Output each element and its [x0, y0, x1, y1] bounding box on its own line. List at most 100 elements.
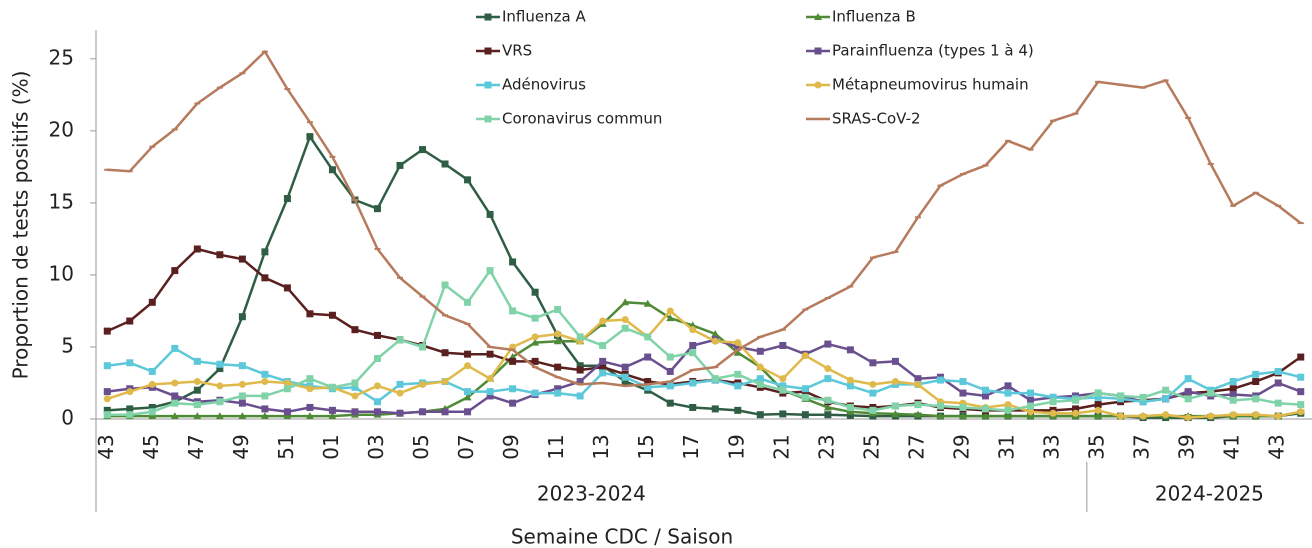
marker — [1094, 412, 1103, 420]
x-tick-label: 13 — [589, 434, 613, 459]
x-tick-label: 15 — [634, 434, 658, 459]
marker — [193, 357, 201, 365]
marker — [959, 403, 967, 411]
marker — [599, 357, 607, 365]
marker — [599, 317, 607, 325]
marker — [171, 379, 179, 387]
marker — [260, 412, 269, 420]
marker — [351, 383, 359, 391]
marker — [216, 360, 224, 368]
marker — [576, 378, 584, 386]
marker — [373, 331, 381, 339]
y-tick-label: 20 — [49, 117, 74, 141]
marker — [733, 348, 742, 356]
marker — [1184, 395, 1192, 403]
marker — [103, 406, 111, 414]
marker — [261, 274, 269, 282]
marker — [644, 333, 652, 341]
marker — [1184, 388, 1192, 396]
marker — [891, 378, 899, 386]
marker — [936, 412, 945, 420]
marker — [643, 299, 652, 307]
marker — [1274, 367, 1282, 375]
marker — [1207, 389, 1215, 397]
marker — [126, 388, 134, 396]
marker — [689, 403, 697, 411]
marker — [779, 410, 787, 418]
marker — [666, 399, 674, 407]
marker — [1229, 396, 1237, 404]
marker — [103, 411, 111, 419]
marker — [666, 307, 674, 315]
marker — [1274, 412, 1282, 420]
marker — [756, 380, 764, 388]
marker — [824, 365, 832, 373]
marker — [463, 393, 472, 401]
x-tick-label: 17 — [679, 434, 703, 459]
marker — [824, 375, 832, 383]
marker — [373, 354, 381, 362]
marker — [171, 399, 179, 407]
marker — [1004, 382, 1012, 390]
marker — [554, 306, 562, 314]
marker — [1162, 395, 1170, 403]
marker — [509, 307, 517, 315]
marker — [734, 370, 742, 378]
marker — [869, 359, 877, 367]
marker — [1229, 378, 1237, 386]
marker — [261, 370, 269, 378]
y-tick-label: 10 — [49, 261, 74, 285]
marker — [1297, 401, 1305, 409]
marker — [1229, 385, 1237, 393]
marker — [644, 378, 652, 386]
x-tick-label: 23 — [814, 434, 838, 459]
x-tick-label: 49 — [229, 434, 253, 459]
marker — [779, 342, 787, 350]
legend-label: Coronavirus commun — [502, 110, 662, 128]
series-line — [107, 50, 1302, 388]
marker — [351, 392, 359, 400]
marker — [779, 382, 787, 390]
marker — [666, 367, 674, 375]
marker — [464, 408, 472, 416]
marker — [484, 81, 492, 89]
marker — [914, 375, 922, 383]
marker — [464, 388, 472, 396]
marker — [1072, 405, 1080, 413]
marker — [1094, 389, 1102, 397]
marker — [193, 378, 201, 386]
marker — [711, 329, 720, 337]
marker — [328, 412, 337, 420]
marker — [306, 403, 314, 411]
marker — [283, 195, 291, 203]
marker — [1027, 408, 1035, 416]
marker — [509, 357, 517, 365]
marker — [484, 47, 492, 55]
marker — [1027, 402, 1035, 410]
x-tick-label: 25 — [859, 434, 883, 459]
marker — [1297, 353, 1305, 361]
marker — [734, 382, 742, 390]
marker — [823, 403, 832, 411]
marker — [1274, 379, 1282, 387]
y-tick-label: 15 — [49, 189, 74, 213]
series-line — [107, 269, 1301, 416]
marker — [486, 350, 494, 358]
marker — [689, 326, 697, 334]
marker — [419, 146, 427, 154]
marker — [373, 398, 381, 406]
marker — [126, 359, 134, 367]
marker — [171, 392, 179, 400]
marker — [373, 408, 381, 416]
marker — [1027, 396, 1035, 404]
marker — [464, 350, 472, 358]
marker — [193, 245, 201, 253]
marker — [509, 399, 517, 407]
marker — [756, 347, 764, 355]
marker — [734, 339, 742, 347]
marker — [171, 267, 179, 275]
x-tick-label: 33 — [1040, 434, 1064, 459]
marker — [599, 342, 607, 350]
marker — [958, 412, 967, 420]
marker — [261, 392, 269, 400]
